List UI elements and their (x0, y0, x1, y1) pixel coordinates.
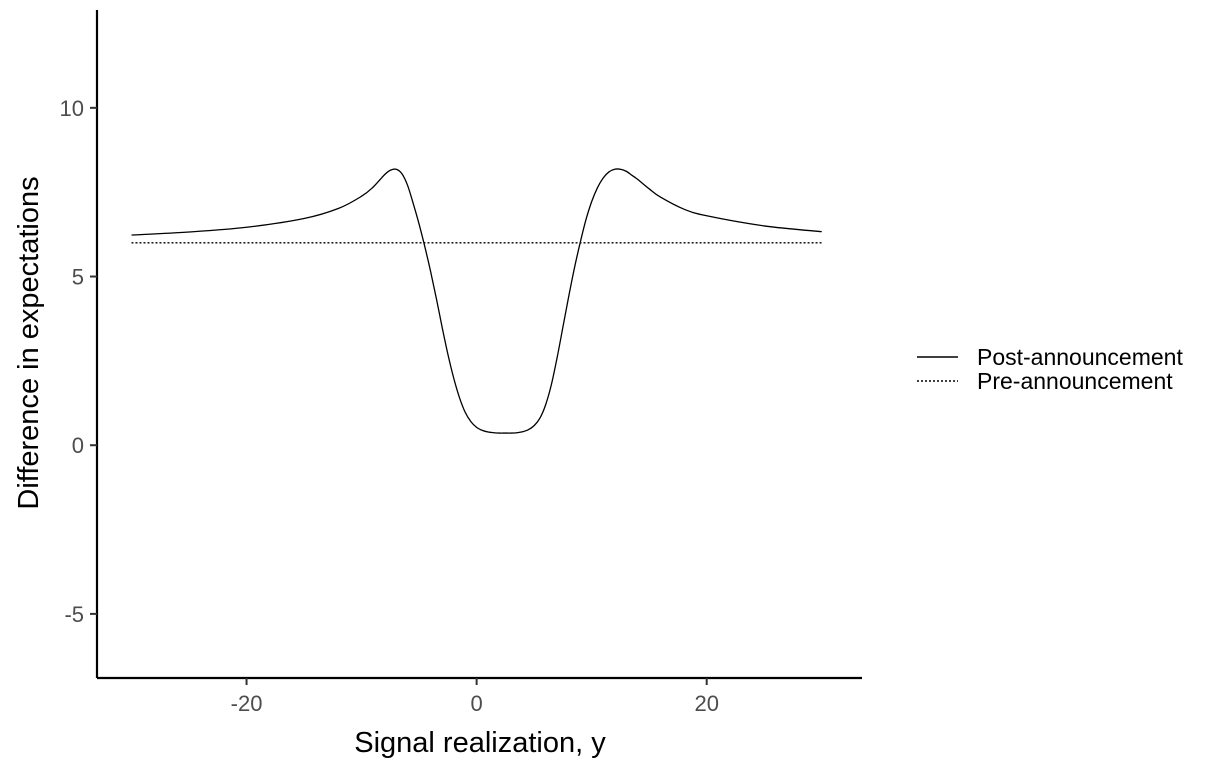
legend-label: Pre-announcement (977, 368, 1173, 394)
y-tick-label: 5 (72, 265, 84, 290)
y-tick-label: 0 (72, 433, 84, 458)
y-axis-title: Difference in expectations (13, 176, 45, 509)
x-tick-label: -20 (231, 691, 263, 716)
x-axis-title: Signal realization, y (354, 727, 606, 759)
axes: -20 0 20 -5 0 5 10 (60, 10, 862, 716)
legend-label: Post-announcement (977, 344, 1183, 370)
x-tick-label: 0 (470, 691, 482, 716)
series-line-post-announcement (131, 168, 822, 434)
plot-area (131, 168, 822, 434)
x-tick-label: 20 (694, 691, 718, 716)
y-tick-label: 10 (60, 96, 84, 121)
y-tick-label: -5 (64, 602, 84, 627)
